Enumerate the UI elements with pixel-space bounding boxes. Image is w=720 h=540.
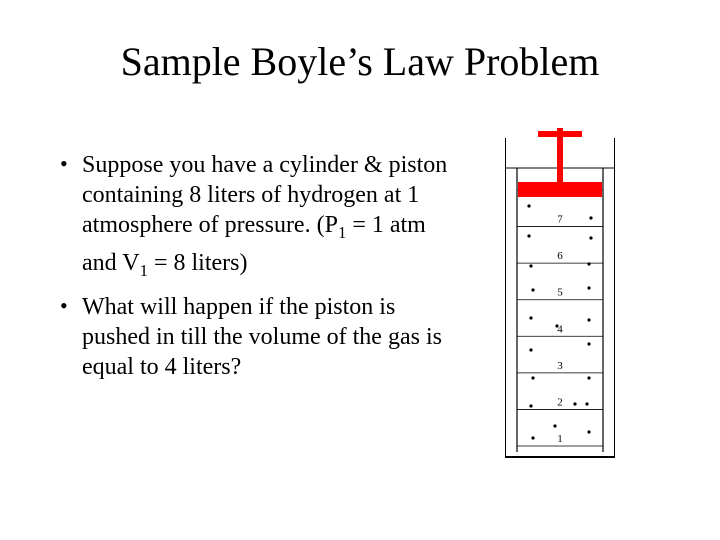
piston-diagram: 87654321 — [505, 128, 615, 458]
bullet-marker: • — [60, 150, 82, 178]
svg-text:6: 6 — [557, 250, 563, 262]
svg-text:1: 1 — [557, 433, 563, 445]
bullet-item: • Suppose you have a cylinder & piston c… — [60, 150, 460, 286]
svg-text:5: 5 — [557, 287, 563, 299]
svg-text:2: 2 — [557, 396, 563, 408]
bullet-text: What will happen if the piston is pushed… — [82, 292, 460, 382]
bullet-text: Suppose you have a cylinder & piston con… — [82, 150, 460, 286]
svg-text:3: 3 — [557, 360, 563, 372]
bullet-item: • What will happen if the piston is push… — [60, 292, 460, 382]
bullet-marker: • — [60, 292, 82, 320]
slide-title: Sample Boyle’s Law Problem — [0, 38, 720, 85]
bullet-list: • Suppose you have a cylinder & piston c… — [60, 150, 460, 388]
svg-text:7: 7 — [557, 214, 563, 226]
